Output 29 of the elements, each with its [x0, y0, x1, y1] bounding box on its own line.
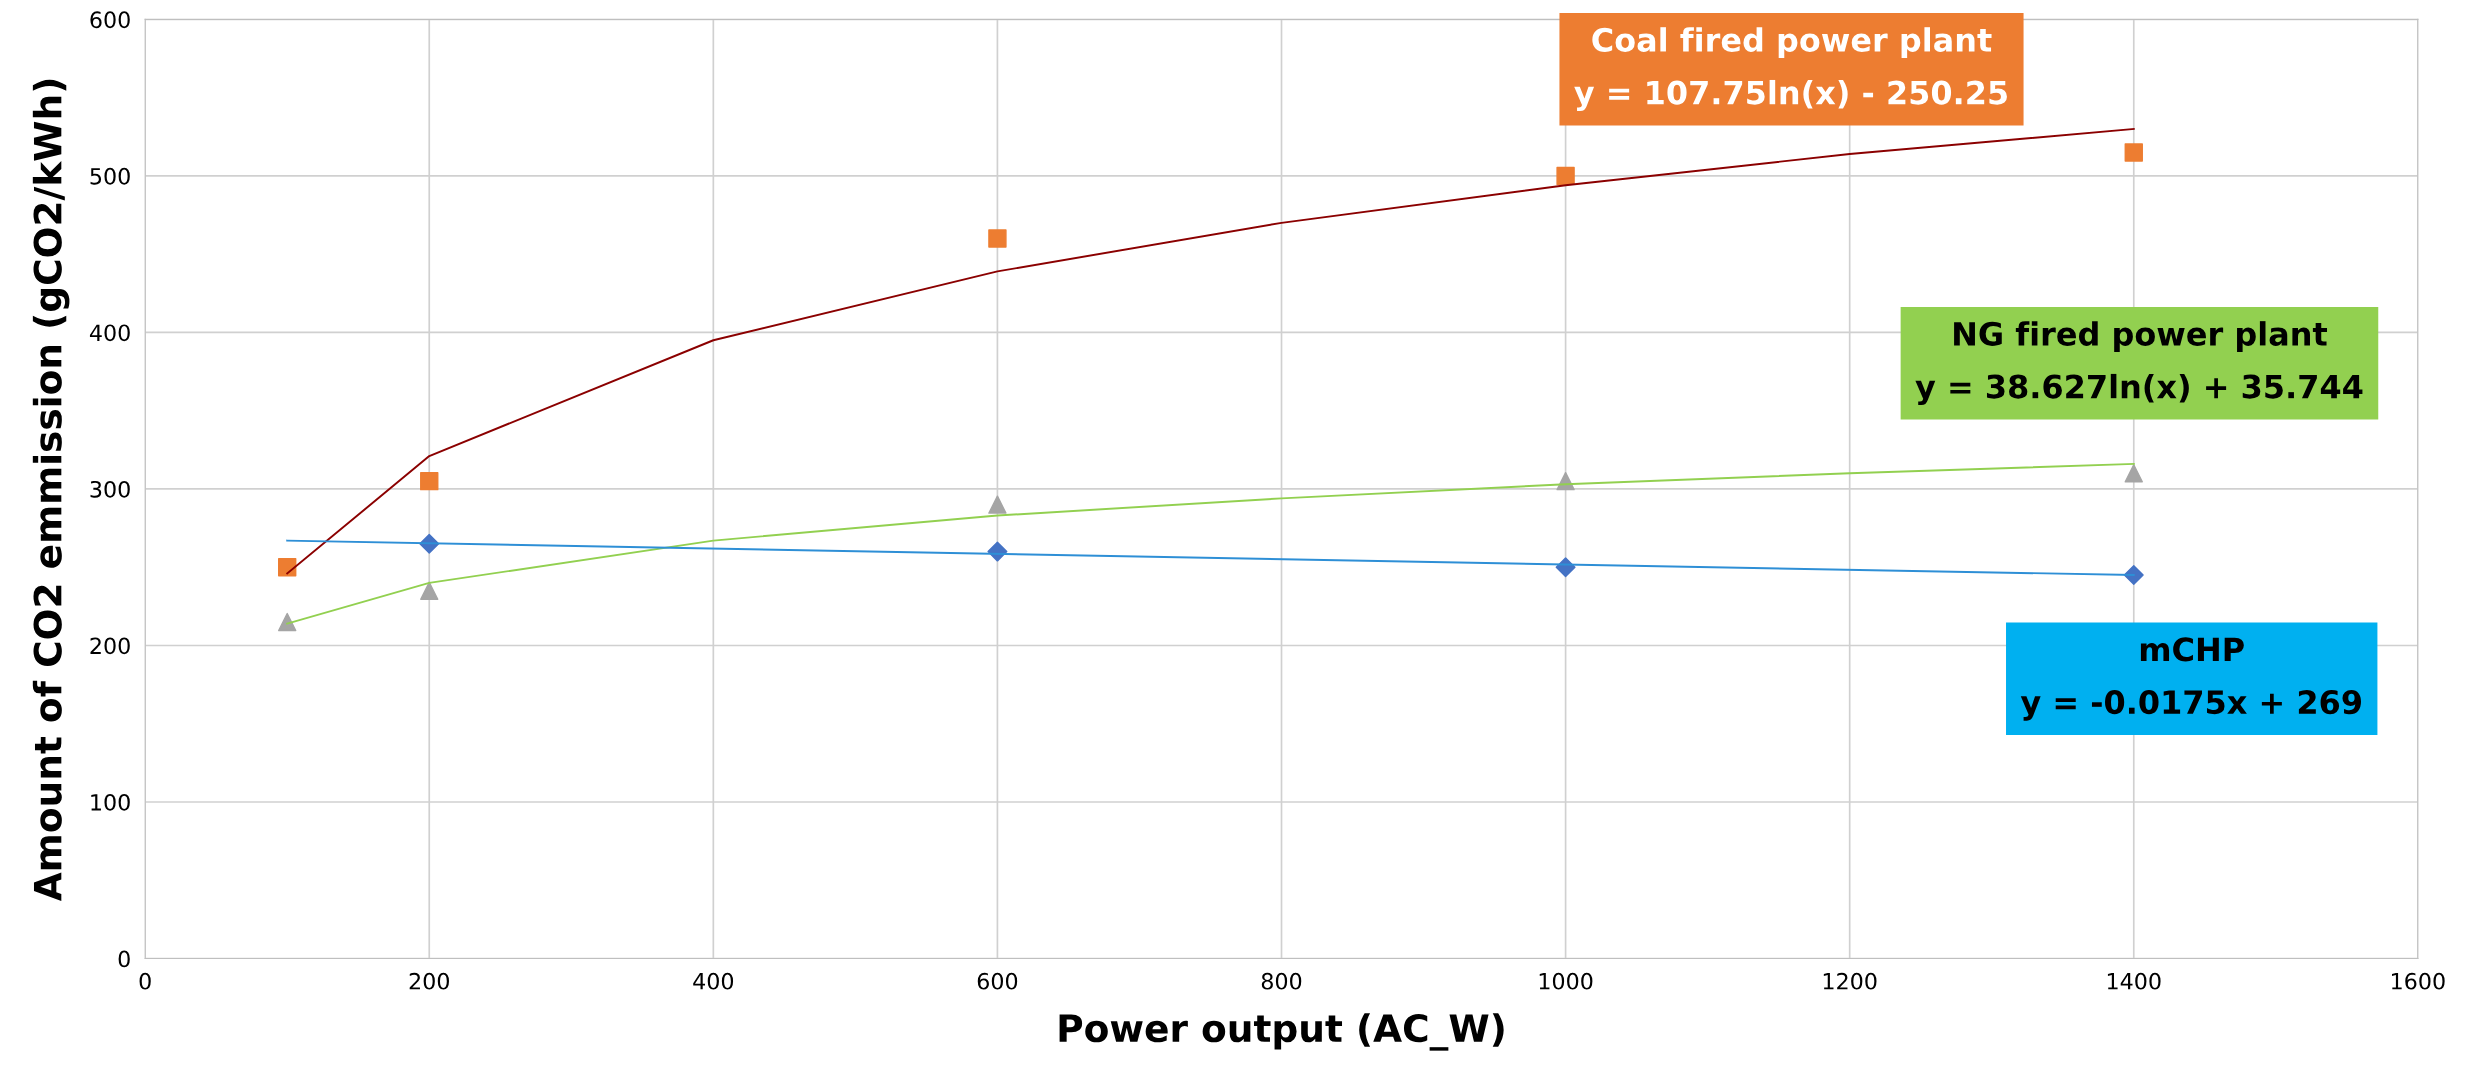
point [988, 229, 1007, 248]
y-tick-label: 600 [90, 11, 130, 29]
y-tick-label: 500 [90, 167, 130, 185]
x-axis-title: Power output (AC_W) [1059, 1013, 1504, 1051]
x-tick-label: 1400 [2107, 972, 2161, 990]
y-axis-title: Amount of CO2 emmission (gCO2/kWh) [32, 79, 70, 902]
y-tick-label: 300 [90, 480, 130, 498]
x-tick-label: 1200 [1823, 972, 1877, 990]
point [278, 612, 297, 632]
annotation: Coal fired power plant y = 107.75ln(x) - 250.25 [1574, 27, 2007, 112]
x-tick-label: 1000 [1539, 972, 1593, 990]
x-tick-label: 600 [977, 972, 1018, 990]
y-tick-label: 200 [90, 637, 130, 655]
y-tick-label: 100 [91, 793, 130, 811]
annotation: mCHP y = -0.0175x + 269 [2020, 637, 2362, 721]
point [1556, 166, 1575, 186]
point [988, 495, 1007, 514]
annotation: NG fired power plant y = 38.627ln(x) + 35.744 [1915, 321, 2363, 406]
point [2124, 464, 2143, 483]
y-tick-label: 400 [89, 324, 130, 342]
point [420, 581, 439, 600]
x-tick-label: 0 [139, 972, 151, 990]
x-tick-label: 800 [1261, 972, 1302, 990]
x-tick-label: 1600 [2392, 972, 2445, 990]
x-tick-label: 200 [409, 972, 449, 990]
point [2124, 143, 2143, 162]
y-tick-label: 0 [118, 950, 130, 968]
point [420, 471, 439, 491]
x-tick-label: 400 [693, 972, 734, 990]
